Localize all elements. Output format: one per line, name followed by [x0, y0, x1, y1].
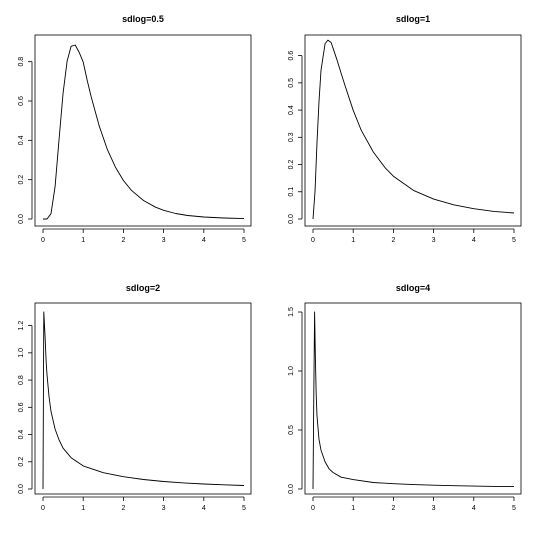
y-tick-label: 0.5: [288, 425, 295, 435]
chart-title: sdlog=2: [126, 283, 160, 293]
x-tick-label: 1: [81, 505, 85, 512]
y-tick-label: 1.0: [18, 348, 25, 358]
chart-panel-3: sdlog=2 0 1 2 3 4 5 0.0 0.2 0.4 0.6 0.8 1.0 1.2: [18, 283, 252, 512]
x-tick-label: 4: [472, 505, 476, 512]
x-tick-label: 4: [202, 505, 206, 512]
x-tick-label: 4: [472, 237, 476, 244]
chart-title: sdlog=1: [396, 14, 430, 24]
y-tick-label: 0.2: [18, 457, 25, 467]
x-tick-label: 2: [391, 237, 395, 244]
y-tick-label: 0.0: [18, 214, 25, 224]
density-curve-line: [312, 311, 515, 490]
x-tick-label: 2: [391, 505, 395, 512]
chart-panel-2: sdlog=1 0 1 2 3 4 5 0.0 0.1 0.2 0.3 0.4 0.5 0.6: [288, 14, 522, 244]
density-curve-line: [43, 44, 245, 220]
density-curve-line: [312, 39, 515, 220]
x-tick-label: 3: [162, 237, 166, 244]
x-tick-label: 2: [121, 237, 125, 244]
x-tick-label: 5: [512, 237, 516, 244]
y-tick-label: 0.2: [18, 175, 25, 185]
plot-frame: [304, 34, 522, 227]
y-tick-label: 0.2: [288, 160, 295, 170]
x-tick-label: 3: [432, 237, 436, 244]
x-tick-label: 4: [202, 237, 206, 244]
y-tick-label: 0.5: [288, 78, 295, 88]
x-tick-label: 1: [81, 237, 85, 244]
y-tick-label: 0.4: [288, 105, 295, 115]
y-tick-label: 0.0: [18, 484, 25, 494]
x-tick-label: 2: [121, 505, 125, 512]
plot-frame: [34, 302, 252, 495]
x-tick-label: 0: [311, 505, 315, 512]
chart-title: sdlog=0.5: [122, 14, 164, 24]
x-tick-label: 5: [512, 505, 516, 512]
y-tick-label: 1.2: [18, 321, 25, 331]
y-tick-label: 0.6: [18, 402, 25, 412]
x-tick-label: 3: [432, 505, 436, 512]
y-tick-label: 1.0: [288, 366, 295, 376]
x-tick-label: 1: [351, 505, 355, 512]
x-tick-label: 0: [41, 505, 45, 512]
y-tick-label: 0.6: [18, 96, 25, 106]
plot-frame: [34, 34, 252, 227]
y-tick-label: 0.8: [18, 57, 25, 67]
chart-title: sdlog=4: [396, 283, 430, 293]
x-tick-label: 3: [162, 505, 166, 512]
y-tick-label: 0.3: [288, 132, 295, 142]
y-tick-label: 0.0: [288, 484, 295, 494]
y-tick-label: 0.4: [18, 430, 25, 440]
y-tick-label: 0.1: [288, 187, 295, 197]
y-tick-label: 1.5: [288, 307, 295, 317]
plot-frame: [304, 302, 522, 495]
y-tick-label: 0.0: [288, 214, 295, 224]
y-tick-label: 0.4: [18, 135, 25, 145]
x-tick-label: 5: [242, 237, 246, 244]
x-tick-label: 0: [41, 237, 45, 244]
x-tick-label: 1: [351, 237, 355, 244]
y-tick-label: 0.8: [18, 375, 25, 385]
y-tick-label: 0.6: [288, 51, 295, 61]
chart-panel-1: sdlog=0.5 0 1 2 3 4 5 0.0 0.2 0.4 0.6 0.8: [18, 14, 252, 244]
density-curve-line: [42, 311, 245, 490]
x-tick-label: 5: [242, 505, 246, 512]
x-tick-label: 0: [311, 237, 315, 244]
chart-panel-4: sdlog=4 0 1 2 3 4 5 0.0 0.5 1.0 1.5: [288, 283, 522, 512]
